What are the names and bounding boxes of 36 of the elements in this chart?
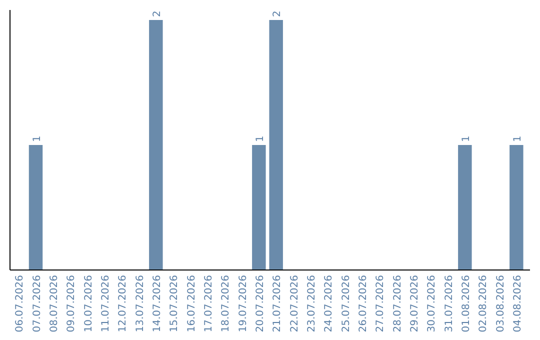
x-tick-label: 17.07.2026 xyxy=(203,275,214,332)
x-tick-label: 07.07.2026 xyxy=(32,275,43,332)
data-label: 2 xyxy=(152,10,163,17)
x-tick-label: 15.07.2026 xyxy=(169,275,180,332)
x-tick-label: 21.07.2026 xyxy=(272,275,284,332)
x-tick-label: 22.07.2026 xyxy=(289,275,300,332)
x-tick-label: 18.07.2026 xyxy=(220,275,232,332)
x-tick-label: 16.07.2026 xyxy=(186,275,198,332)
x-tick-label: 08.07.2026 xyxy=(48,275,60,332)
x-tick-label: 06.07.2026 xyxy=(14,275,26,332)
x-tick-label: 31.07.2026 xyxy=(444,275,455,332)
x-tick-label: 04.08.2026 xyxy=(512,275,524,332)
data-label: 1 xyxy=(512,136,524,142)
x-tick-label: 24.07.2026 xyxy=(324,275,335,332)
data-label: 1 xyxy=(32,136,43,142)
data-label: 1 xyxy=(460,136,472,142)
x-tick-label: 25.07.2026 xyxy=(340,275,352,332)
x-tick-label: 26.07.2026 xyxy=(358,275,369,332)
x-tick-label: 10.07.2026 xyxy=(83,275,94,332)
x-tick-label: 12.07.2026 xyxy=(118,275,129,332)
x-tick-label: 20.07.2026 xyxy=(254,275,266,332)
x-tick-label: 23.07.2026 xyxy=(306,275,318,332)
x-tick-label: 03.08.2026 xyxy=(495,275,506,332)
x-tick-label: 02.08.2026 xyxy=(478,275,490,332)
x-tick-label: 28.07.2026 xyxy=(392,275,404,332)
x-tick-label: 01.08.2026 xyxy=(460,275,472,332)
data-label: 1 xyxy=(254,136,266,142)
x-tick-label: 30.07.2026 xyxy=(426,275,438,332)
x-tick-label: 14.07.2026 xyxy=(152,275,163,332)
x-tick-label: 09.07.2026 xyxy=(66,275,78,332)
x-tick-label: 27.07.2026 xyxy=(375,275,386,332)
data-label: 2 xyxy=(272,10,284,17)
x-tick-label: 29.07.2026 xyxy=(409,275,420,332)
x-tick-label: 13.07.2026 xyxy=(134,275,146,332)
x-tick-label: 11.07.2026 xyxy=(100,275,112,332)
x-tick-label: 19.07.2026 xyxy=(238,275,249,332)
